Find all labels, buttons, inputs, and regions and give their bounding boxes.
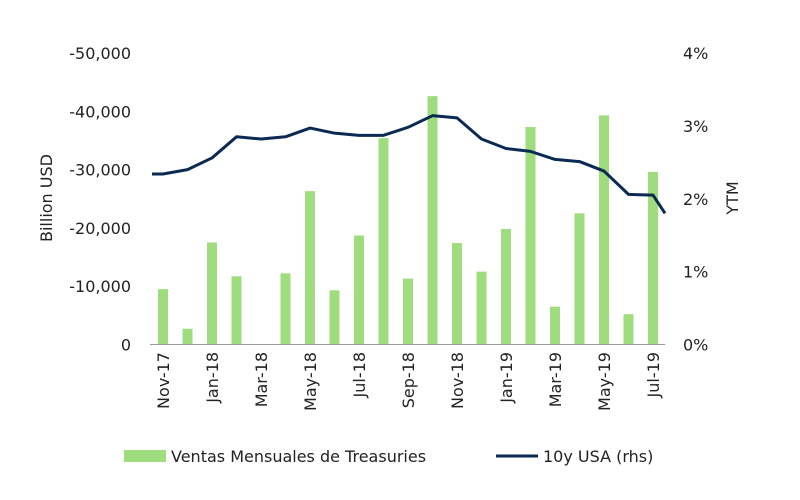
x-tick-label: Sep-18	[399, 352, 418, 408]
y2-tick-label: 4%	[683, 44, 708, 63]
bar-Dec-17	[182, 328, 193, 345]
y2-tick-label: 1%	[683, 263, 708, 282]
y2-tick-label: 2%	[683, 190, 708, 209]
series-line-10y-usa	[151, 114, 667, 215]
x-tick-label: May-18	[301, 352, 320, 411]
bar-May-19	[599, 115, 609, 345]
bar-Jun-18	[329, 290, 340, 345]
bar-Feb-18	[231, 276, 242, 345]
bar-Mar-19	[550, 306, 560, 345]
bar-Apr-19	[574, 213, 585, 345]
bar-Sep-18	[403, 278, 413, 345]
y-axis-label: Billion USD	[37, 154, 56, 242]
x-tick-label: Jul-19	[644, 352, 663, 398]
legend-label-bar: Ventas Mensuales de Treasuries	[171, 447, 426, 466]
y2-tick-label: 3%	[683, 117, 708, 136]
bar-Nov-18	[452, 243, 462, 345]
x-tick-label: Jan-18	[203, 352, 222, 404]
y2-tick-label: 0%	[683, 336, 708, 355]
bar-Oct-18	[427, 96, 438, 345]
legend: Ventas Mensuales de Treasuries 10y USA (…	[124, 447, 653, 466]
bar-Nov-17	[158, 289, 168, 345]
bar-Apr-18	[280, 273, 291, 345]
bar-Jun-19	[623, 314, 634, 345]
bar-Dec-18	[476, 271, 487, 345]
bar-Jan-18	[207, 242, 217, 345]
y-tick-label: -30,000	[69, 161, 131, 180]
legend-swatch-bar	[124, 450, 166, 462]
bar-Aug-18	[378, 138, 389, 345]
y-tick-label: 0	[121, 336, 131, 355]
y2-axis-label: YTM	[723, 181, 742, 215]
bar-Jul-19	[648, 171, 658, 345]
x-tick-label: Mar-18	[252, 352, 271, 407]
bar-Jan-19	[501, 229, 511, 345]
x-tick-label: Jul-18	[350, 352, 369, 398]
legend-label-line: 10y USA (rhs)	[543, 447, 653, 466]
x-tick-label: Nov-17	[154, 352, 173, 409]
y-tick-label: -40,000	[69, 102, 131, 121]
y-tick-label: -20,000	[69, 219, 131, 238]
x-tick-label: Nov-18	[448, 352, 467, 409]
x-tick-label: Jan-19	[497, 352, 516, 404]
y-tick-label: -10,000	[69, 277, 131, 296]
x-tick-label: Mar-19	[546, 352, 565, 407]
y-tick-label: -50,000	[69, 44, 131, 63]
bar-Jul-18	[354, 235, 364, 345]
bar-Feb-19	[525, 127, 536, 345]
x-tick-label: May-19	[595, 352, 614, 411]
bar-May-18	[305, 191, 315, 345]
